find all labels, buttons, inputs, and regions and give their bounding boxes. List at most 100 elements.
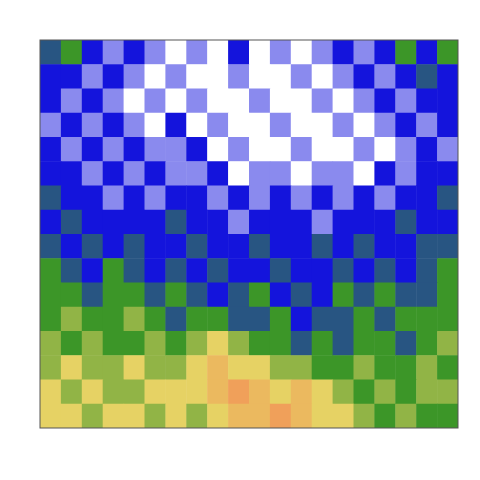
heat-cell	[228, 331, 249, 356]
heat-cell	[354, 380, 375, 405]
heat-cell	[416, 404, 437, 428]
heat-cell	[228, 307, 249, 332]
heat-cell	[354, 161, 375, 186]
heat-cell	[228, 234, 249, 259]
heat-cell	[165, 234, 186, 259]
heat-cell	[186, 355, 207, 380]
heat-cell	[354, 40, 375, 65]
heat-cell	[437, 404, 458, 428]
heat-cell	[145, 283, 166, 308]
heat-cell	[186, 380, 207, 405]
heat-cell	[165, 186, 186, 211]
heat-cell	[61, 307, 82, 332]
heat-cell	[354, 64, 375, 89]
heat-cell	[291, 307, 312, 332]
heat-cell	[354, 234, 375, 259]
heat-cell	[270, 234, 291, 259]
heat-cell	[207, 113, 228, 138]
heat-cell	[270, 64, 291, 89]
heat-cell	[82, 331, 103, 356]
heat-cell	[312, 258, 333, 283]
heat-cell	[374, 161, 395, 186]
heat-cell	[374, 355, 395, 380]
heat-cell	[374, 113, 395, 138]
heat-cell	[312, 186, 333, 211]
heat-cell	[145, 89, 166, 114]
heat-cell	[165, 161, 186, 186]
heat-cell	[249, 380, 270, 405]
heat-cell	[82, 40, 103, 65]
heat-cell	[186, 40, 207, 65]
heat-cell	[354, 404, 375, 428]
heat-cell	[416, 258, 437, 283]
heat-cell	[103, 137, 124, 162]
heat-cell	[40, 331, 61, 356]
heat-cell	[207, 186, 228, 211]
heat-cell	[291, 380, 312, 405]
heat-cell	[437, 161, 458, 186]
heat-cell	[291, 89, 312, 114]
heat-cell	[333, 161, 354, 186]
heat-cell	[124, 64, 145, 89]
heat-cell	[165, 404, 186, 428]
heat-cell	[249, 404, 270, 428]
heat-cell	[228, 355, 249, 380]
heat-cell	[249, 89, 270, 114]
heat-cell	[270, 210, 291, 235]
heat-cell	[228, 258, 249, 283]
heat-cell	[145, 234, 166, 259]
heat-cell	[291, 137, 312, 162]
heat-cell	[437, 137, 458, 162]
heat-cell	[40, 137, 61, 162]
heat-cell	[82, 64, 103, 89]
heat-cell	[103, 355, 124, 380]
heat-cell	[249, 40, 270, 65]
heat-cell	[395, 331, 416, 356]
heat-cell	[291, 186, 312, 211]
heat-cell	[61, 234, 82, 259]
heat-cell	[82, 258, 103, 283]
heat-cell	[145, 186, 166, 211]
heat-cell	[82, 161, 103, 186]
heat-cell	[228, 404, 249, 428]
heat-cell	[145, 113, 166, 138]
heat-cell	[61, 258, 82, 283]
heat-cell	[249, 258, 270, 283]
heat-cell	[82, 355, 103, 380]
heat-cell	[186, 137, 207, 162]
heat-cell	[437, 64, 458, 89]
heat-cell	[395, 64, 416, 89]
chart-root	[0, 0, 480, 480]
heat-cell	[312, 283, 333, 308]
heat-cell	[103, 258, 124, 283]
heat-cell	[416, 331, 437, 356]
heat-cell	[61, 380, 82, 405]
heat-cell	[312, 161, 333, 186]
heat-cell	[333, 258, 354, 283]
heat-cell	[145, 258, 166, 283]
heat-cell	[103, 283, 124, 308]
heat-cell	[291, 234, 312, 259]
heat-cell	[186, 283, 207, 308]
heat-cell	[124, 186, 145, 211]
heat-cell	[395, 258, 416, 283]
heat-cell	[249, 161, 270, 186]
heat-cell	[103, 186, 124, 211]
heat-cell	[416, 355, 437, 380]
heat-cell	[228, 64, 249, 89]
heat-cell	[145, 331, 166, 356]
heat-cell	[186, 113, 207, 138]
heat-cell	[312, 404, 333, 428]
heat-cell	[40, 380, 61, 405]
heat-cell	[354, 210, 375, 235]
heat-cell	[61, 331, 82, 356]
heat-cell	[354, 186, 375, 211]
heat-cell	[124, 113, 145, 138]
heat-cell	[103, 89, 124, 114]
heat-cell	[374, 283, 395, 308]
heat-cell	[395, 380, 416, 405]
heat-cell	[437, 234, 458, 259]
heat-cell	[228, 186, 249, 211]
heat-cell	[395, 40, 416, 65]
heat-cell	[270, 283, 291, 308]
